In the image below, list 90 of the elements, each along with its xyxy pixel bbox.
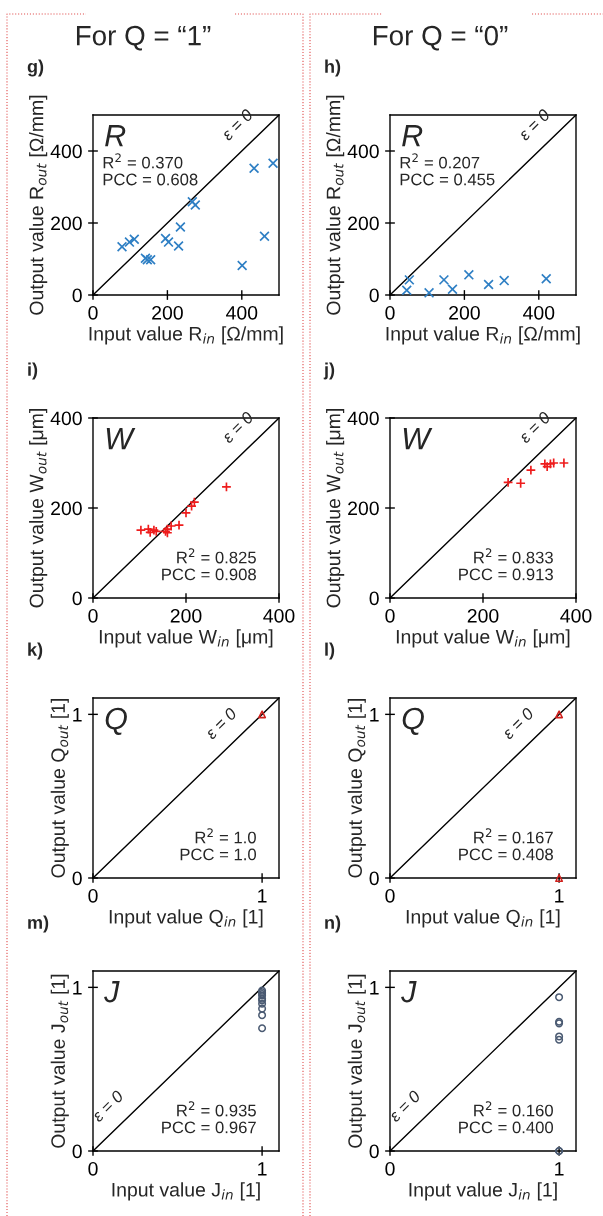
x-tick-label: 0 (385, 305, 395, 320)
annotation: ε = 0 (388, 1089, 422, 1123)
x-tick-label: 0 (385, 1161, 395, 1176)
y-tick-label: 0 (72, 871, 82, 886)
y-tick-label: 0 (72, 288, 82, 303)
x-tick-label: 200 (449, 305, 480, 320)
x-axis-title: Input value R$_{in}$ [Ω/mm] (89, 326, 283, 345)
x-axis-title: Input value Q$_{in}$ [1] (406, 909, 560, 928)
y-tick-label: 200 (348, 501, 379, 516)
annotation: W (106, 428, 136, 450)
chart-title: j) (323, 362, 335, 380)
y-tick-label: 1 (370, 981, 379, 995)
y-tick-label: 0 (369, 591, 379, 606)
y-tick-label: 0 (369, 871, 379, 886)
x-tick-label: 200 (467, 608, 499, 623)
chart-title: n) (325, 915, 341, 933)
x-axis-title: Input value J$_{in}$ [1] (112, 1182, 260, 1201)
annotation: R$^{2}$ = 0.167 PCC = 0.408 (459, 828, 553, 861)
chart-title: g) (27, 59, 44, 77)
chart-title: i) (28, 362, 38, 380)
y-tick-label: 200 (51, 216, 82, 231)
chart-title: k) (28, 642, 43, 660)
x-axis-title: Input value W$_{in}$ [μm] (396, 629, 570, 648)
y-tick-label: 0 (369, 288, 379, 303)
annotation: Q (105, 707, 127, 735)
y-tick-label: 200 (51, 501, 82, 516)
text: For Q = “1” (76, 25, 211, 51)
y-axis-title: Output value Q$_{out}$ [1] (50, 698, 69, 878)
chart-title: h) (325, 59, 341, 77)
x-tick-label: 200 (170, 608, 202, 623)
y-axis-title: Output value R$_{out}$ [Ω/mm] (29, 95, 48, 315)
x-axis-title: Input value W$_{in}$ [μm] (99, 629, 273, 648)
x-tick-label: 400 (263, 608, 295, 623)
annotation: R$^{2}$ = 0.833 PCC = 0.913 (459, 548, 553, 581)
annotation: R$^{2}$ = 0.370 PCC = 0.608 (103, 153, 198, 186)
y-axis-title: Output value J$_{out}$ [1] (50, 974, 69, 1148)
annotation: W (403, 428, 433, 450)
text: For Q = “0” (373, 25, 508, 51)
annotation: ε = 0 (204, 706, 238, 740)
y-tick-label: 400 (50, 144, 82, 159)
y-tick-label: 400 (347, 144, 379, 159)
y-tick-label: 1 (73, 981, 82, 995)
y-tick-label: 200 (348, 216, 379, 231)
annotation: R$^{2}$ = 0.825 PCC = 0.908 (162, 548, 256, 581)
x-tick-label: 0 (385, 608, 395, 623)
chart-title: m) (28, 915, 49, 933)
y-tick-label: 0 (72, 591, 82, 606)
chart-title: l) (325, 642, 335, 660)
x-tick-label: 400 (226, 305, 258, 320)
y-tick-label: 400 (347, 411, 379, 426)
y-axis-title: Output value J$_{out}$ [1] (347, 974, 366, 1148)
y-axis-title: Output value Q$_{out}$ [1] (347, 698, 366, 878)
annotation: ε = 0 (517, 108, 551, 142)
y-axis-title: Output value W$_{out}$ [μm] (29, 409, 48, 608)
annotation: R (105, 125, 126, 147)
annotation: ε = 0 (501, 706, 535, 740)
annotation: R$^{2}$ = 0.160 PCC = 0.400 (459, 1101, 554, 1134)
annotation: ε = 0 (518, 410, 552, 444)
x-axis-title: Input value J$_{in}$ [1] (409, 1182, 557, 1201)
x-tick-label: 0 (88, 1161, 98, 1176)
annotation: Q (402, 707, 424, 735)
x-axis-title: Input value Q$_{in}$ [1] (109, 909, 263, 928)
y-tick-label: 1 (73, 708, 82, 722)
y-tick-label: 1 (370, 708, 379, 722)
x-tick-label: 400 (560, 608, 592, 623)
y-tick-label: 0 (369, 1144, 379, 1159)
annotation: R$^{2}$ = 1.0 PCC = 1.0 (180, 828, 257, 861)
y-axis-title: Output value R$_{out}$ [Ω/mm] (326, 95, 345, 315)
annotation: J (401, 981, 417, 1003)
x-tick-label: 1 (555, 1162, 564, 1176)
annotation: ε = 0 (221, 410, 255, 444)
x-tick-label: 1 (258, 889, 267, 903)
annotation: R$^{2}$ = 0.207 PCC = 0.455 (400, 153, 495, 186)
x-tick-label: 0 (88, 608, 98, 623)
x-tick-label: 1 (555, 889, 564, 903)
y-tick-label: 0 (72, 1144, 82, 1159)
annotation: R$^{2}$ = 0.935 PCC = 0.967 (162, 1101, 256, 1134)
y-tick-label: 400 (50, 411, 82, 426)
x-tick-label: 400 (523, 305, 555, 320)
annotation: ε = 0 (220, 108, 254, 142)
y-axis-title: Output value W$_{out}$ [μm] (326, 409, 345, 608)
annotation: R (402, 125, 423, 147)
x-tick-label: 0 (385, 888, 395, 903)
annotation: ε = 0 (91, 1089, 125, 1123)
x-tick-label: 200 (152, 305, 183, 320)
x-tick-label: 0 (88, 888, 98, 903)
x-axis-title: Input value R$_{in}$ [Ω/mm] (386, 326, 580, 345)
annotation: J (104, 981, 120, 1003)
x-tick-label: 0 (88, 305, 98, 320)
x-tick-label: 1 (258, 1162, 267, 1176)
